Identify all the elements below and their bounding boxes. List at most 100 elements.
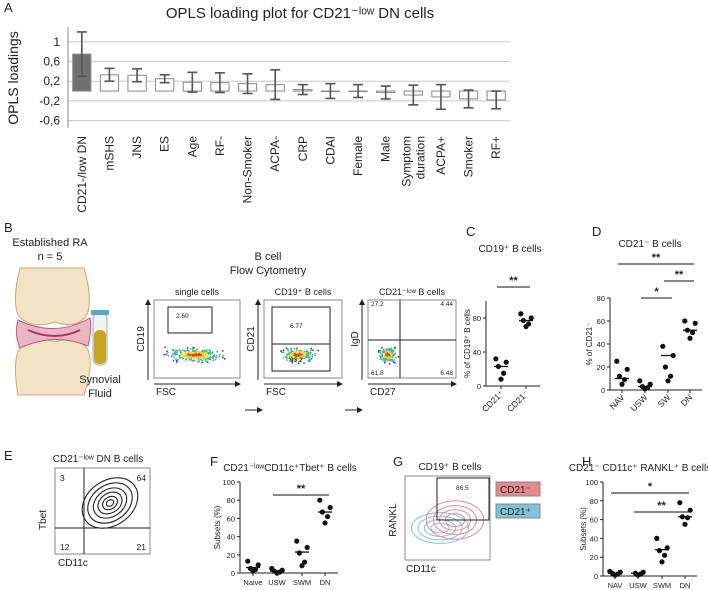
event-dot xyxy=(393,361,396,364)
event-dot xyxy=(172,359,175,362)
event-dot xyxy=(165,353,168,356)
event-dot xyxy=(301,352,304,355)
chart-title: CD21⁻ CD11c⁺ RANKL⁺ B cells xyxy=(569,463,708,474)
event-dot xyxy=(379,352,382,354)
x-tick-label: SWM xyxy=(293,578,311,587)
event-dot xyxy=(187,351,190,354)
data-point xyxy=(687,335,693,341)
event-dot xyxy=(291,357,294,360)
sample-size: n = 5 xyxy=(38,251,63,263)
event-dot xyxy=(203,356,206,359)
y-tick-label: 0 xyxy=(477,382,481,391)
significance-label: ** xyxy=(652,252,661,264)
event-dot xyxy=(295,351,298,353)
data-point xyxy=(617,569,623,575)
event-dot xyxy=(186,356,189,359)
data-point xyxy=(299,563,305,569)
event-dot xyxy=(289,351,292,354)
event-dot xyxy=(300,349,303,352)
y-tick-label: 20 xyxy=(590,553,598,562)
event-dot xyxy=(194,356,196,358)
x-axis-label: CD27 xyxy=(370,387,396,398)
event-dot xyxy=(314,354,317,357)
event-dot xyxy=(303,357,306,360)
event-dot xyxy=(193,352,195,354)
event-dot xyxy=(297,357,300,360)
plot-title: single cells xyxy=(175,287,220,297)
event-dot xyxy=(179,351,182,354)
x-tick-label: Symptomduration xyxy=(400,136,428,187)
x-tick-label: Smoker xyxy=(462,136,476,177)
data-point xyxy=(296,550,302,556)
event-dot xyxy=(282,349,285,352)
x-tick-label: USW xyxy=(629,581,647,590)
event-dot xyxy=(196,351,199,354)
event-dot xyxy=(197,354,200,357)
event-dot xyxy=(298,353,300,356)
contour xyxy=(102,495,118,511)
data-point xyxy=(659,559,665,565)
x-tick-label: Naive xyxy=(243,578,262,587)
event-dot xyxy=(189,356,191,359)
flow-plots: single cells CD19 FSC CD19⁺ B cells CD21 FSC C… xyxy=(38,287,541,575)
event-dot xyxy=(167,354,170,357)
contour xyxy=(105,499,115,507)
event-dot xyxy=(178,355,181,358)
event-dot xyxy=(391,359,394,361)
event-dot xyxy=(394,356,397,359)
event-dot xyxy=(222,354,225,357)
event-dot xyxy=(205,355,208,357)
event-dot xyxy=(286,348,289,351)
data-point xyxy=(647,381,653,387)
event-dot xyxy=(298,356,301,359)
data-point xyxy=(668,373,674,379)
event-dot xyxy=(290,347,292,350)
event-dot xyxy=(388,362,391,365)
gate xyxy=(271,306,331,372)
data-point xyxy=(665,378,671,384)
event-dot xyxy=(312,349,314,352)
event-dot xyxy=(314,352,316,355)
event-dot xyxy=(174,353,177,356)
event-dot xyxy=(383,355,386,357)
event-dot xyxy=(298,349,301,352)
event-dot xyxy=(311,354,314,356)
event-dot xyxy=(197,358,200,361)
data-point xyxy=(624,366,630,372)
event-dot xyxy=(215,354,218,357)
event-dot xyxy=(170,355,173,357)
event-dot xyxy=(192,346,195,349)
event-dot xyxy=(182,356,185,358)
event-dot xyxy=(179,350,182,352)
event-dot xyxy=(391,349,394,352)
significance-label: * xyxy=(654,286,659,298)
event-dot xyxy=(200,357,203,360)
event-dot xyxy=(200,352,203,354)
chart-title: CD19⁺ B cells xyxy=(478,244,541,255)
event-dot xyxy=(392,361,395,363)
tube-cap xyxy=(91,310,109,315)
event-dot xyxy=(288,357,291,360)
event-dot xyxy=(175,361,178,363)
y-tick-label: 40 xyxy=(590,534,598,543)
data-point xyxy=(528,315,534,321)
event-dot xyxy=(308,358,311,361)
data-point xyxy=(325,513,331,520)
event-dot xyxy=(287,353,289,356)
data-point xyxy=(245,558,251,564)
event-dot xyxy=(206,355,209,357)
significance-label: ** xyxy=(657,500,666,512)
event-dot xyxy=(386,357,389,360)
y-axis-label: Subsets (%) xyxy=(579,507,588,551)
event-dot xyxy=(295,355,298,357)
event-dot xyxy=(289,354,292,357)
x-tick-label: DN xyxy=(320,578,331,587)
bone-upper xyxy=(14,267,90,326)
event-dot xyxy=(204,358,207,361)
event-dot xyxy=(310,357,313,360)
panel-letter: D xyxy=(592,224,601,239)
gate-value: 6.48 xyxy=(440,370,453,377)
event-dot xyxy=(382,348,385,351)
x-tick-label: JNS xyxy=(130,136,144,159)
event-dot xyxy=(302,352,305,355)
